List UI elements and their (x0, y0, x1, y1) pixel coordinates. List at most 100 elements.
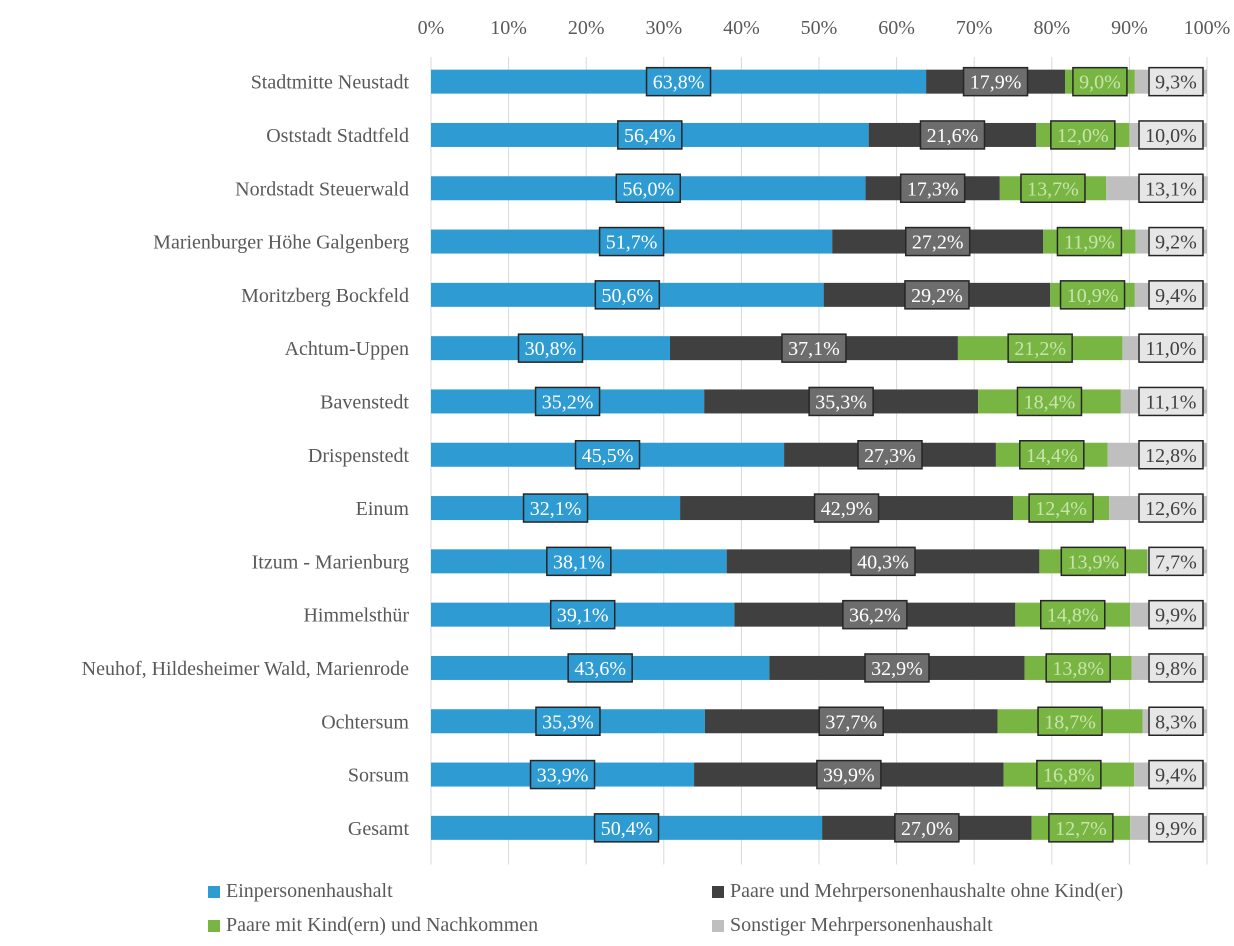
legend-swatch (712, 885, 724, 898)
category-label: Oststadt Stadtfeld (266, 125, 409, 147)
data-label: 37,1% (781, 333, 847, 363)
data-label-text: 32,9% (871, 658, 923, 680)
legend-item: Sonstiger Mehrpersonenhaushalt (712, 914, 993, 937)
data-label-text: 13,1% (1145, 178, 1197, 200)
data-label-text: 11,9% (1064, 232, 1115, 254)
data-label-box (594, 280, 661, 310)
data-label: 18,7% (1037, 706, 1103, 736)
data-label-text: 37,1% (788, 338, 840, 360)
data-label-box (1138, 120, 1204, 150)
data-label-box (1148, 653, 1204, 683)
data-label-text: 14,8% (1047, 605, 1099, 627)
data-label-text: 43,6% (574, 658, 626, 680)
data-label-text: 39,9% (823, 765, 875, 787)
data-label: 8,3% (1148, 706, 1204, 736)
data-label-box (1138, 173, 1204, 203)
data-label: 21,2% (1007, 333, 1073, 363)
legend-swatch (712, 919, 724, 932)
category-label: Bavenstedt (320, 391, 409, 413)
data-label: 35,3% (808, 386, 874, 417)
x-tick-label: 0% (418, 17, 445, 39)
data-label-box (919, 120, 986, 150)
data-label-box (864, 653, 930, 683)
data-label-text: 11,1% (1146, 391, 1197, 413)
data-label-box (1007, 333, 1073, 363)
data-label: 33,9% (529, 759, 596, 790)
data-label-text: 45,5% (582, 445, 634, 467)
data-label: 10,0% (1138, 120, 1204, 150)
data-label-box (781, 333, 847, 363)
data-label-text: 63,8% (653, 72, 705, 94)
data-label: 14,4% (1019, 440, 1085, 470)
data-label-text: 9,9% (1155, 605, 1197, 627)
legend-label: Sonstiger Mehrpersonenhaushalt (730, 914, 993, 936)
data-label-box (962, 66, 1029, 97)
category-label: Himmelsthür (303, 605, 409, 627)
data-label-box (574, 440, 641, 470)
data-label: 39,1% (549, 599, 616, 630)
data-label: 9,4% (1148, 759, 1204, 790)
data-label-text: 8,3% (1155, 711, 1197, 733)
category-label: Gesamt (348, 818, 410, 840)
data-label: 13,8% (1045, 653, 1111, 683)
data-label-box (534, 386, 601, 417)
legend-swatch (208, 885, 220, 898)
data-label-text: 36,2% (849, 605, 901, 627)
data-label-box (904, 226, 971, 257)
data-label-box (1148, 280, 1204, 310)
data-label-box (1028, 493, 1094, 523)
data-label: 13,1% (1138, 173, 1204, 203)
data-label: 40,3% (850, 546, 916, 577)
data-label-text: 9,3% (1155, 72, 1197, 94)
data-label: 63,8% (645, 66, 712, 97)
data-label-box (1020, 173, 1086, 203)
data-label-box (1040, 599, 1106, 630)
data-label-box (842, 599, 908, 630)
data-label: 35,2% (534, 386, 601, 417)
data-label-text: 33,9% (537, 765, 589, 787)
data-label-text: 10,0% (1145, 125, 1197, 147)
data-label-box (1072, 66, 1128, 97)
data-label-text: 12,4% (1035, 498, 1087, 520)
legend-item: Paare mit Kind(ern) und Nachkommen (208, 914, 538, 937)
data-label: 50,6% (594, 280, 661, 310)
data-label-box (1148, 226, 1204, 257)
data-label: 36,2% (842, 599, 908, 630)
data-label-text: 18,4% (1024, 391, 1076, 413)
data-label: 18,4% (1016, 386, 1083, 417)
x-tick-label: 30% (645, 17, 682, 39)
data-label: 38,1% (546, 546, 612, 577)
legend-item: Paare und Mehrpersonenhaushalte ohne Kin… (712, 880, 1123, 903)
data-label-box (593, 813, 660, 843)
data-label-text: 17,9% (970, 72, 1022, 94)
data-label-box (904, 280, 970, 310)
data-label: 11,0% (1138, 333, 1204, 363)
data-label: 11,9% (1056, 226, 1123, 257)
data-label-box (1059, 280, 1126, 310)
data-label-text: 50,4% (601, 818, 653, 840)
data-label-text: 37,7% (825, 711, 877, 733)
data-label-text: 29,2% (911, 285, 963, 307)
data-label-text: 10,9% (1067, 285, 1119, 307)
data-label: 27,2% (904, 226, 971, 257)
data-label: 32,1% (522, 493, 589, 523)
data-label-text: 9,2% (1155, 232, 1197, 254)
data-label: 12,4% (1028, 493, 1094, 523)
data-label-text: 12,8% (1145, 445, 1197, 467)
data-label-text: 9,8% (1155, 658, 1197, 680)
data-label-box (522, 493, 589, 523)
data-label: 9,4% (1148, 280, 1204, 310)
data-label-text: 27,2% (912, 232, 964, 254)
data-label-text: 13,9% (1067, 551, 1119, 573)
data-label: 37,7% (818, 706, 884, 736)
data-label-text: 30,8% (525, 338, 577, 360)
data-label-text: 40,3% (857, 551, 909, 573)
data-label-text: 21,6% (927, 125, 979, 147)
data-label-text: 35,3% (542, 711, 594, 733)
data-label-text: 12,0% (1057, 125, 1109, 147)
data-label: 9,0% (1072, 66, 1128, 97)
x-tick-label: 90% (1111, 17, 1148, 39)
data-label: 42,9% (813, 493, 880, 523)
data-label-text: 18,7% (1044, 711, 1096, 733)
data-label-box (818, 706, 884, 736)
